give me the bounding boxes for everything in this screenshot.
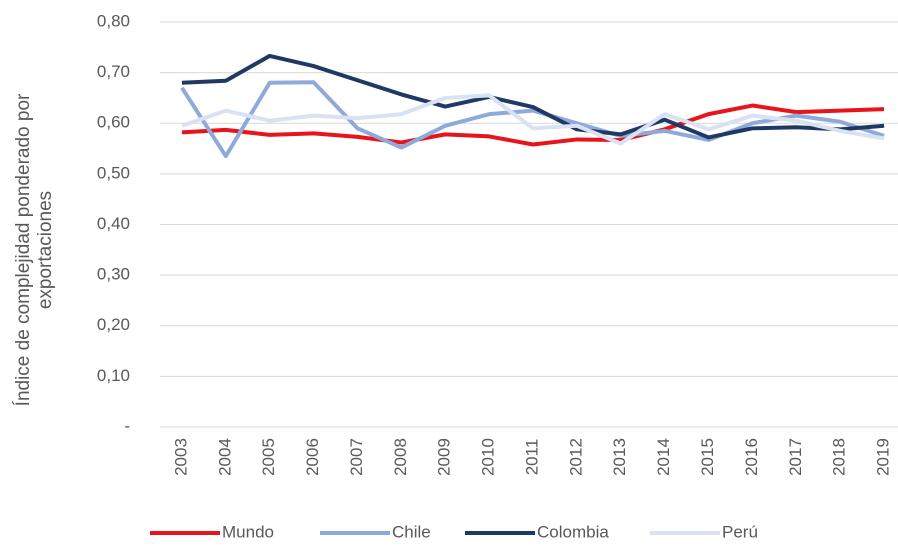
line-series bbox=[181, 103, 885, 147]
y-tick-label: 0,80 bbox=[97, 11, 130, 30]
x-tick-label: 2012 bbox=[566, 438, 585, 476]
line-series bbox=[181, 93, 885, 146]
x-tick-label: 2005 bbox=[259, 438, 278, 476]
y-tick-label: 0,50 bbox=[97, 163, 130, 182]
y-axis-label: Índice de complejidad ponderado por bbox=[13, 93, 34, 406]
y-tick-label: 0,10 bbox=[97, 366, 130, 385]
x-tick-label: 2015 bbox=[698, 438, 717, 476]
x-tick-label: 2018 bbox=[830, 438, 849, 476]
y-tick-label: 0,60 bbox=[97, 113, 130, 132]
line-series bbox=[180, 80, 885, 159]
x-tick-label: 2003 bbox=[171, 438, 190, 476]
x-tick-label: 2019 bbox=[874, 438, 893, 476]
x-tick-label: 2011 bbox=[522, 439, 541, 476]
y-tick-label: 0,30 bbox=[97, 265, 130, 284]
legend-label: Colombia bbox=[537, 522, 609, 541]
x-tick-label: 2004 bbox=[215, 438, 234, 476]
y-axis-label: exportaciones bbox=[35, 191, 56, 309]
legend-label: Perú bbox=[722, 522, 758, 541]
x-tick-label: 2016 bbox=[742, 438, 761, 476]
x-tick-label: 2013 bbox=[610, 438, 629, 476]
y-tick-label: 0,20 bbox=[97, 315, 130, 334]
x-tick-label: 2007 bbox=[347, 438, 366, 476]
y-tick-label: 0,70 bbox=[97, 62, 130, 81]
x-tick-label: 2017 bbox=[786, 438, 805, 476]
x-tick-label: 2006 bbox=[303, 438, 322, 476]
x-tick-label: 2009 bbox=[435, 438, 454, 476]
y-tick-label: 0,40 bbox=[97, 214, 130, 233]
legend-label: Chile bbox=[392, 522, 431, 541]
line-series bbox=[181, 53, 885, 140]
x-tick-label: 2014 bbox=[654, 438, 673, 476]
legend-label: Mundo bbox=[222, 522, 274, 541]
y-tick-label: - bbox=[124, 416, 130, 435]
x-tick-label: 2008 bbox=[391, 438, 410, 476]
x-tick-label: 2010 bbox=[479, 438, 498, 476]
